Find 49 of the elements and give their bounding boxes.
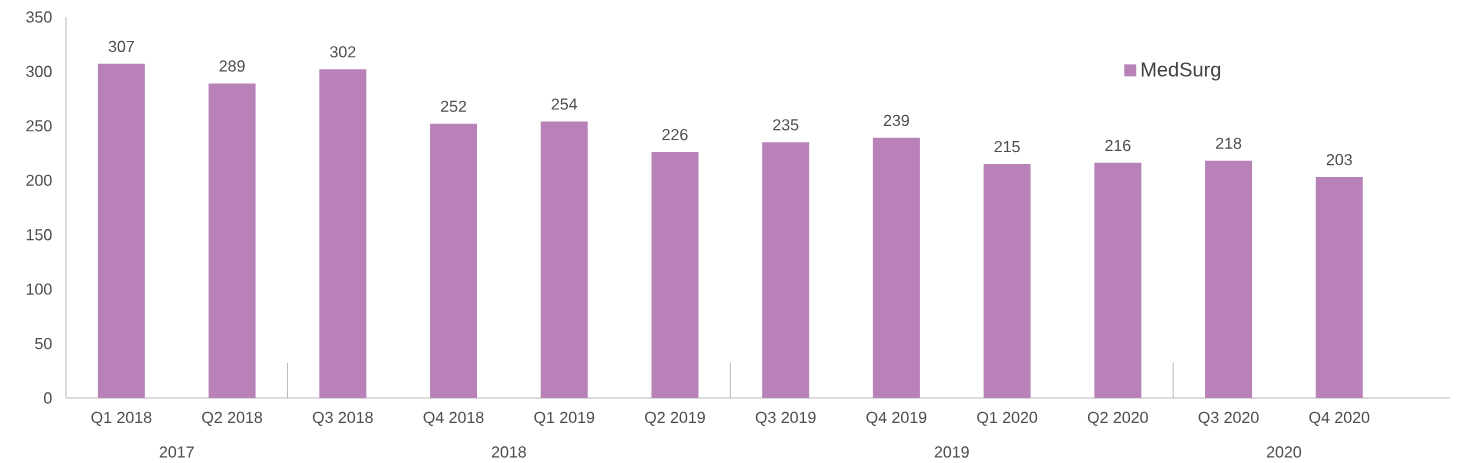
data-label: 307 (108, 40, 134, 53)
data-label: 226 (662, 128, 688, 141)
data-label: 215 (994, 140, 1020, 153)
bar (208, 83, 256, 398)
x-tick-label: Q2 2020 (1087, 411, 1148, 426)
data-label: 254 (551, 98, 578, 110)
x-tick-label: Q1 2018 (91, 411, 152, 426)
bar (983, 163, 1031, 398)
x-tick-label: Q1 2020 (977, 411, 1038, 426)
bar (762, 142, 810, 398)
y-tick-label: 50 (35, 337, 52, 350)
bar (430, 123, 478, 398)
data-label: 239 (883, 114, 909, 127)
x-tick-label: Q2 2018 (202, 411, 263, 426)
data-label: 289 (219, 60, 245, 72)
data-label: 216 (1105, 139, 1131, 152)
x-tick-label: Q3 2018 (312, 411, 373, 426)
bar (872, 137, 920, 398)
text: 2019 (934, 446, 969, 458)
y-tick-label: 100 (26, 283, 52, 295)
text: 2017 (159, 446, 194, 458)
bar (540, 121, 588, 398)
bar (1315, 177, 1363, 398)
y-tick-label: 0 (44, 392, 52, 404)
y-tick-label: 150 (26, 229, 52, 241)
y-tick-label: 200 (26, 174, 52, 186)
data-label: 302 (330, 46, 356, 58)
x-tick-label: Q4 2019 (866, 411, 927, 426)
x-tick-label: Q4 2018 (423, 411, 484, 426)
data-label: 218 (1216, 137, 1242, 149)
x-tick-label: Q3 2019 (755, 411, 816, 426)
legend-label: MedSurg (1141, 61, 1221, 81)
bar (97, 63, 145, 398)
x-tick-label: Q2 2019 (645, 411, 705, 426)
text: 2018 (491, 446, 526, 458)
data-label: 235 (773, 119, 799, 131)
data-label: 252 (441, 100, 467, 112)
y-tick-label: 250 (26, 120, 52, 132)
x-tick-label: Q4 2020 (1309, 411, 1370, 426)
bar (651, 151, 699, 398)
x-tick-label: Q3 2020 (1198, 411, 1259, 426)
y-tick-label: 350 (26, 11, 52, 23)
bar (319, 69, 367, 398)
bar (1205, 160, 1253, 398)
bar (1094, 162, 1142, 398)
y-tick-label: 300 (26, 65, 52, 78)
x-tick-label: Q1 2019 (534, 411, 595, 426)
text: 2020 (1266, 446, 1302, 458)
data-label: 203 (1326, 153, 1352, 166)
